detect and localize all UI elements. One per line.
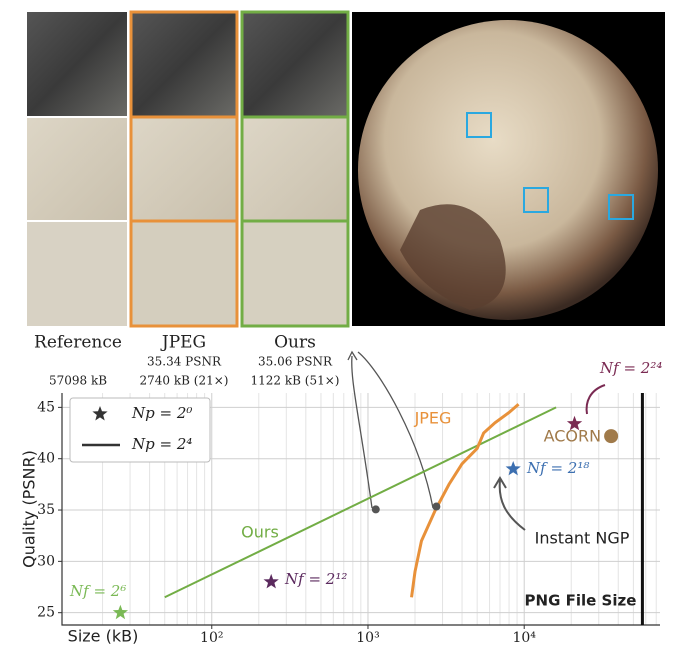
y-tick-label: 45 — [37, 399, 55, 415]
star-marker — [566, 415, 583, 431]
y-tick-label: 35 — [37, 502, 55, 518]
series-label: JPEG — [414, 409, 452, 428]
acorn-marker — [604, 429, 619, 444]
y-tick-label: 30 — [37, 553, 55, 569]
column-note: 2740 kB (21×) — [140, 374, 229, 388]
legend-star — [92, 406, 108, 421]
x-tick-label: 10⁴ — [512, 630, 536, 646]
star-label: Nf = 2¹⁸ — [526, 459, 589, 477]
column-title: Reference — [34, 333, 122, 353]
column-note: 1122 kB (51×) — [251, 374, 340, 388]
column-title: Ours — [274, 333, 316, 353]
x-tick-label: 10³ — [356, 630, 379, 646]
y-tick-label: 40 — [37, 451, 55, 467]
column-note: 57098 kB — [49, 374, 107, 388]
column-note: 35.06 PSNR — [258, 355, 333, 369]
series-line — [410, 403, 520, 598]
star-marker — [112, 604, 128, 620]
star-marker — [263, 573, 279, 589]
column-title: JPEG — [160, 333, 206, 353]
legend-label: Np = 2⁴ — [131, 435, 192, 453]
y-tick-label: 25 — [37, 605, 55, 621]
star-marker — [505, 461, 521, 476]
star-label: Nf = 2²⁴ — [599, 359, 662, 377]
y-axis-label: Quality (PSNR) — [20, 450, 39, 568]
png-size-label: PNG File Size — [525, 592, 637, 610]
operating-point — [371, 505, 380, 514]
series-label: Ours — [241, 523, 279, 542]
image-crops — [27, 10, 665, 328]
instant-ngp-label: Instant NGP — [535, 529, 630, 548]
operating-point — [432, 502, 441, 511]
axes — [61, 393, 660, 626]
x-axis-label: Size (kB) — [68, 627, 139, 646]
column-note: 35.34 PSNR — [147, 355, 222, 369]
star-label: Nf = 2⁶ — [69, 582, 126, 600]
star-label: Nf = 2¹² — [284, 570, 347, 588]
x-tick-label: 10² — [200, 630, 223, 646]
acorn-label: ACORN — [544, 427, 602, 446]
chart: 10² 10³ 10⁴ 25 30 35 40 45 Size (kB) Quality (PSN… — [20, 350, 662, 646]
series-line — [164, 406, 557, 599]
column-labels: Reference 57098 kB JPEG 35.34 PSNR 2740 kB (… — [34, 333, 339, 388]
legend-label: Np = 2⁰ — [131, 404, 192, 422]
